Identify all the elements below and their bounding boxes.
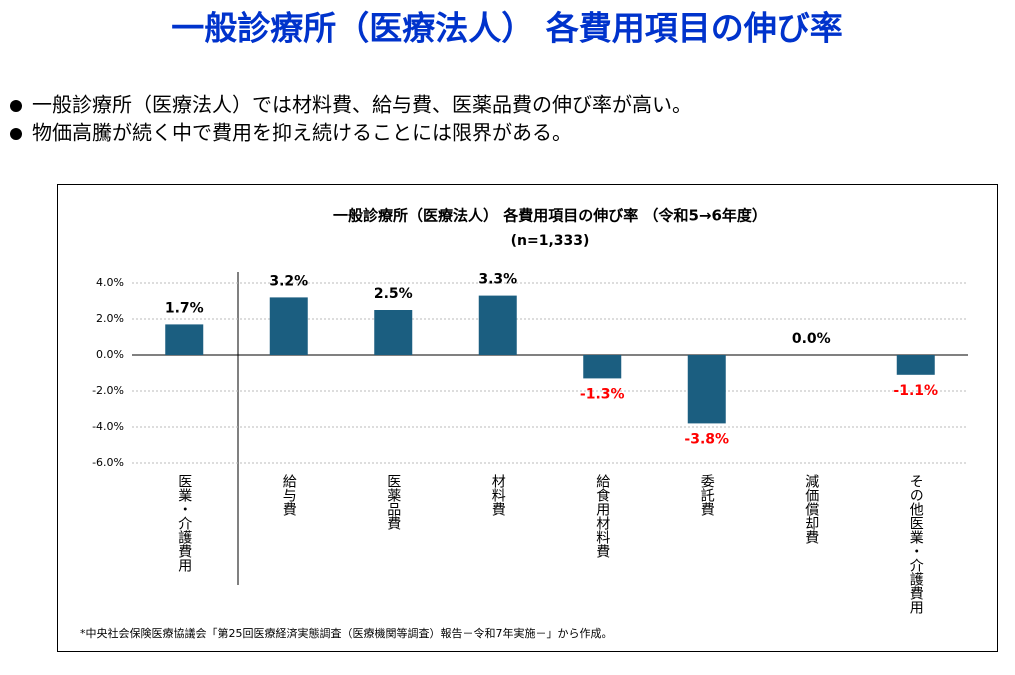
bullet-dot bbox=[10, 128, 22, 140]
value-label: 3.2% bbox=[269, 273, 308, 289]
y-tick-label: 0.0% bbox=[96, 348, 124, 361]
chart-subtitle: (n=1,333) bbox=[511, 233, 590, 249]
x-tick-label: その他医業・介護費用 bbox=[908, 474, 924, 615]
bar bbox=[896, 355, 935, 375]
y-tick-label: -4.0% bbox=[92, 420, 124, 433]
value-label: 3.3% bbox=[478, 272, 517, 288]
value-label: 1.7% bbox=[165, 300, 204, 316]
y-tick-label: 2.0% bbox=[96, 312, 124, 325]
bar bbox=[269, 297, 308, 355]
y-tick-label: 4.0% bbox=[96, 276, 124, 289]
value-label: -3.8% bbox=[684, 431, 729, 447]
bullet: 物価高騰が続く中で費用を抑え続けることには限界がある。 bbox=[32, 121, 572, 145]
value-label: -1.1% bbox=[893, 383, 938, 399]
bar bbox=[374, 310, 413, 355]
slide-title: 一般診療所（医療法人） 各費用項目の伸び率 bbox=[171, 9, 843, 48]
x-tick-label: 医薬品費 bbox=[385, 474, 401, 530]
x-tick-label: 委託費 bbox=[699, 474, 715, 516]
bullet: 一般診療所（医療法人）では材料費、給与費、医薬品費の伸び率が高い。 bbox=[32, 93, 692, 117]
bar bbox=[478, 295, 517, 355]
x-tick-label: 医業・介護費用 bbox=[176, 474, 192, 573]
value-label: 2.5% bbox=[374, 286, 413, 302]
value-label: -1.3% bbox=[580, 386, 625, 402]
x-tick-label: 減価償却費 bbox=[803, 473, 819, 544]
bar bbox=[687, 355, 726, 424]
chart-title: 一般診療所（医療法人） 各費用項目の伸び率 （令和5→6年度） bbox=[333, 207, 767, 225]
footnote: *中央社会保険医療協議会「第25回医療経済実態調査（医療機関等調査）報告－令和7… bbox=[80, 626, 613, 640]
x-tick-label: 給食用材料費 bbox=[594, 474, 610, 558]
value-label: 0.0% bbox=[792, 331, 831, 347]
x-tick-label: 給与費 bbox=[281, 474, 297, 516]
bullet-dot bbox=[10, 100, 22, 112]
y-tick-label: -6.0% bbox=[92, 456, 124, 469]
chart-frame bbox=[57, 184, 998, 652]
bar bbox=[583, 355, 622, 379]
x-tick-label: 材料費 bbox=[490, 474, 506, 516]
bar bbox=[165, 324, 204, 355]
y-tick-label: -2.0% bbox=[92, 384, 124, 397]
